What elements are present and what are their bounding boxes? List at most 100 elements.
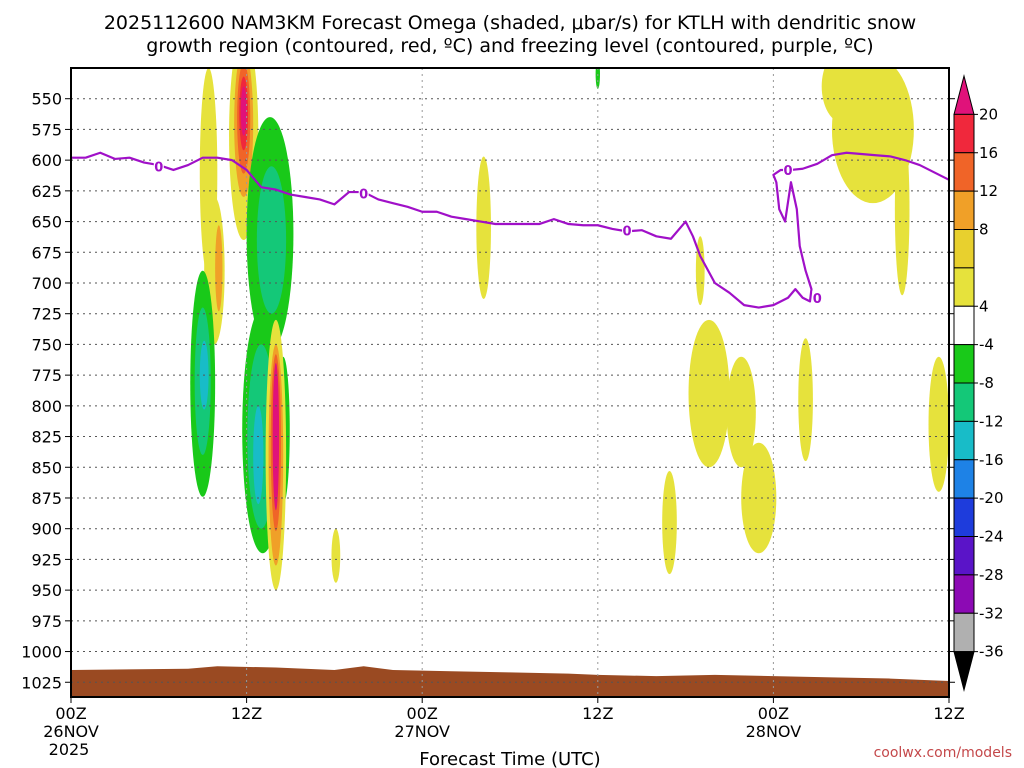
freezing-label-bg-0: [153, 159, 164, 174]
colorbar-bin-3: [953, 190, 975, 230]
grid: [71, 68, 949, 697]
freezing-label-bg-4: [812, 290, 823, 305]
colorbar-label-11: -28: [979, 566, 1004, 584]
chart-title-line2: growth region (contoured, red, ºC) and f…: [146, 35, 873, 57]
plot-frame: [70, 67, 950, 698]
chart-title-line1: 2025112600 NAM3KM Forecast Omega (shaded…: [104, 12, 916, 34]
colorbar-label-2: 12: [979, 182, 998, 200]
omega-contour-28: [798, 338, 813, 462]
y-tick-label-725: 725: [31, 305, 62, 324]
x-tick-label-12: 12Z: [231, 704, 262, 723]
colorbar-bin-8: [953, 382, 975, 422]
colorbar-bin-2: [953, 152, 975, 192]
colorbar-bin-15: [953, 651, 975, 692]
terrain-fill: [71, 666, 949, 697]
colorbar-bin-5: [953, 267, 975, 307]
y-tick-label-575: 575: [31, 120, 62, 139]
omega-contour-31: [821, 68, 866, 124]
colorbar-label-7: -12: [979, 412, 1004, 430]
x-tick-label-0: 00Z: [55, 704, 86, 723]
colorbar-label-3: 8: [979, 221, 989, 239]
omega-contour-9: [256, 166, 287, 314]
colorbar-bin-11: [953, 497, 975, 537]
y-tick-label-650: 650: [31, 213, 62, 232]
omega-contour-30: [894, 123, 910, 296]
terrain: [71, 666, 949, 697]
colorbar-label-4: 4: [979, 297, 989, 315]
colorbar-label-1: 16: [979, 144, 998, 162]
x-axis-title: Forecast Time (UTC): [419, 749, 600, 768]
x-tick-label-60: 12Z: [933, 704, 964, 723]
y-tick-label-800: 800: [31, 397, 62, 416]
colorbar-label-6: -8: [979, 374, 994, 392]
colorbar-bin-4: [953, 229, 975, 269]
x-tick-date-0: 26NOV: [43, 722, 99, 741]
x-tick-date-48: 28NOV: [746, 722, 802, 741]
y-tick-label-975: 975: [31, 612, 62, 631]
freezing-label-bg-1: [358, 186, 369, 201]
colorbar-label-9: -20: [979, 489, 1004, 507]
colorbar-bin-0: [953, 74, 975, 115]
y-tick-label-950: 950: [31, 581, 62, 600]
omega-contour-24: [688, 319, 730, 468]
omega-contour-26: [741, 442, 777, 554]
freezing-level-label-2: 0: [623, 224, 632, 239]
y-tick-label-675: 675: [31, 243, 62, 262]
freezing-level: 0 0 0 0 0: [71, 151, 949, 309]
y-tick-label-775: 775: [31, 366, 62, 385]
colorbar-label-12: -32: [979, 604, 1004, 622]
freezing-level-label-0: 0: [154, 161, 163, 176]
colorbar-label-8: -16: [979, 451, 1004, 469]
y-tick-label-850: 850: [31, 458, 62, 477]
y-tick-label-1000: 1000: [21, 643, 62, 662]
omega-shading: [190, 68, 949, 591]
freezing-label-bg-2: [622, 223, 633, 238]
omega-contour-33: [595, 68, 600, 89]
x-tick-date-24: 27NOV: [394, 722, 450, 741]
x-tick-label-24: 00Z: [407, 704, 438, 723]
omega-contour-25: [726, 356, 756, 468]
x-tick-label-36: 12Z: [582, 704, 613, 723]
colorbar-bin-10: [953, 459, 975, 499]
omega-contour-32: [928, 356, 949, 492]
x-tick-label-48: 00Z: [758, 704, 789, 723]
freezing-label-bg-3: [783, 163, 794, 178]
y-tick-label-600: 600: [31, 151, 62, 170]
colorbar: 20 16 12 8 4 -4 -8 -12 -16 -20 -24 -28 -32 -36: [953, 74, 1004, 692]
y-tick-label-700: 700: [31, 274, 62, 293]
freezing-level-label-3: 0: [784, 164, 793, 179]
colorbar-bin-13: [953, 574, 975, 614]
y-tick-label-900: 900: [31, 520, 62, 539]
x-tick-year-0: 2025: [49, 740, 90, 759]
colorbar-label-0: 20: [979, 105, 998, 123]
freezing-level-line: [71, 151, 949, 309]
colorbar-bin-9: [953, 420, 975, 461]
colorbar-label-5: -4: [979, 336, 994, 354]
colorbar-bin-14: [953, 612, 975, 653]
freezing-level-label-4: 0: [813, 292, 822, 307]
y-tick-label-625: 625: [31, 182, 62, 201]
omega-contour-22: [476, 156, 491, 299]
omega-contour-21: [331, 528, 341, 583]
y-tick-label-875: 875: [31, 489, 62, 508]
credit-text: coolwx.com/models: [874, 745, 1012, 761]
omega-contour-23: [695, 236, 705, 306]
omega-contour-27: [662, 470, 677, 575]
y-tick-label-750: 750: [31, 335, 62, 354]
y-tick-label-925: 925: [31, 550, 62, 569]
freezing-level-label-1: 0: [359, 188, 368, 203]
colorbar-bin-12: [953, 536, 975, 576]
y-tick-label-550: 550: [31, 90, 62, 109]
omega-contour-15: [253, 405, 264, 505]
colorbar-bin-7: [953, 344, 975, 384]
colorbar-bin-6: [953, 305, 975, 346]
omega-contour-2: [215, 225, 223, 312]
y-tick-label-1025: 1025: [21, 673, 62, 692]
colorbar-label-13: -36: [979, 643, 1004, 661]
omega-contour-7: [240, 86, 247, 136]
colorbar-label-10: -24: [979, 528, 1004, 546]
y-axis-ticks: 550 575 600 625 650 675 700 725 750 775 800 825 850 8…: [21, 90, 955, 692]
colorbar-bin-1: [953, 113, 975, 154]
